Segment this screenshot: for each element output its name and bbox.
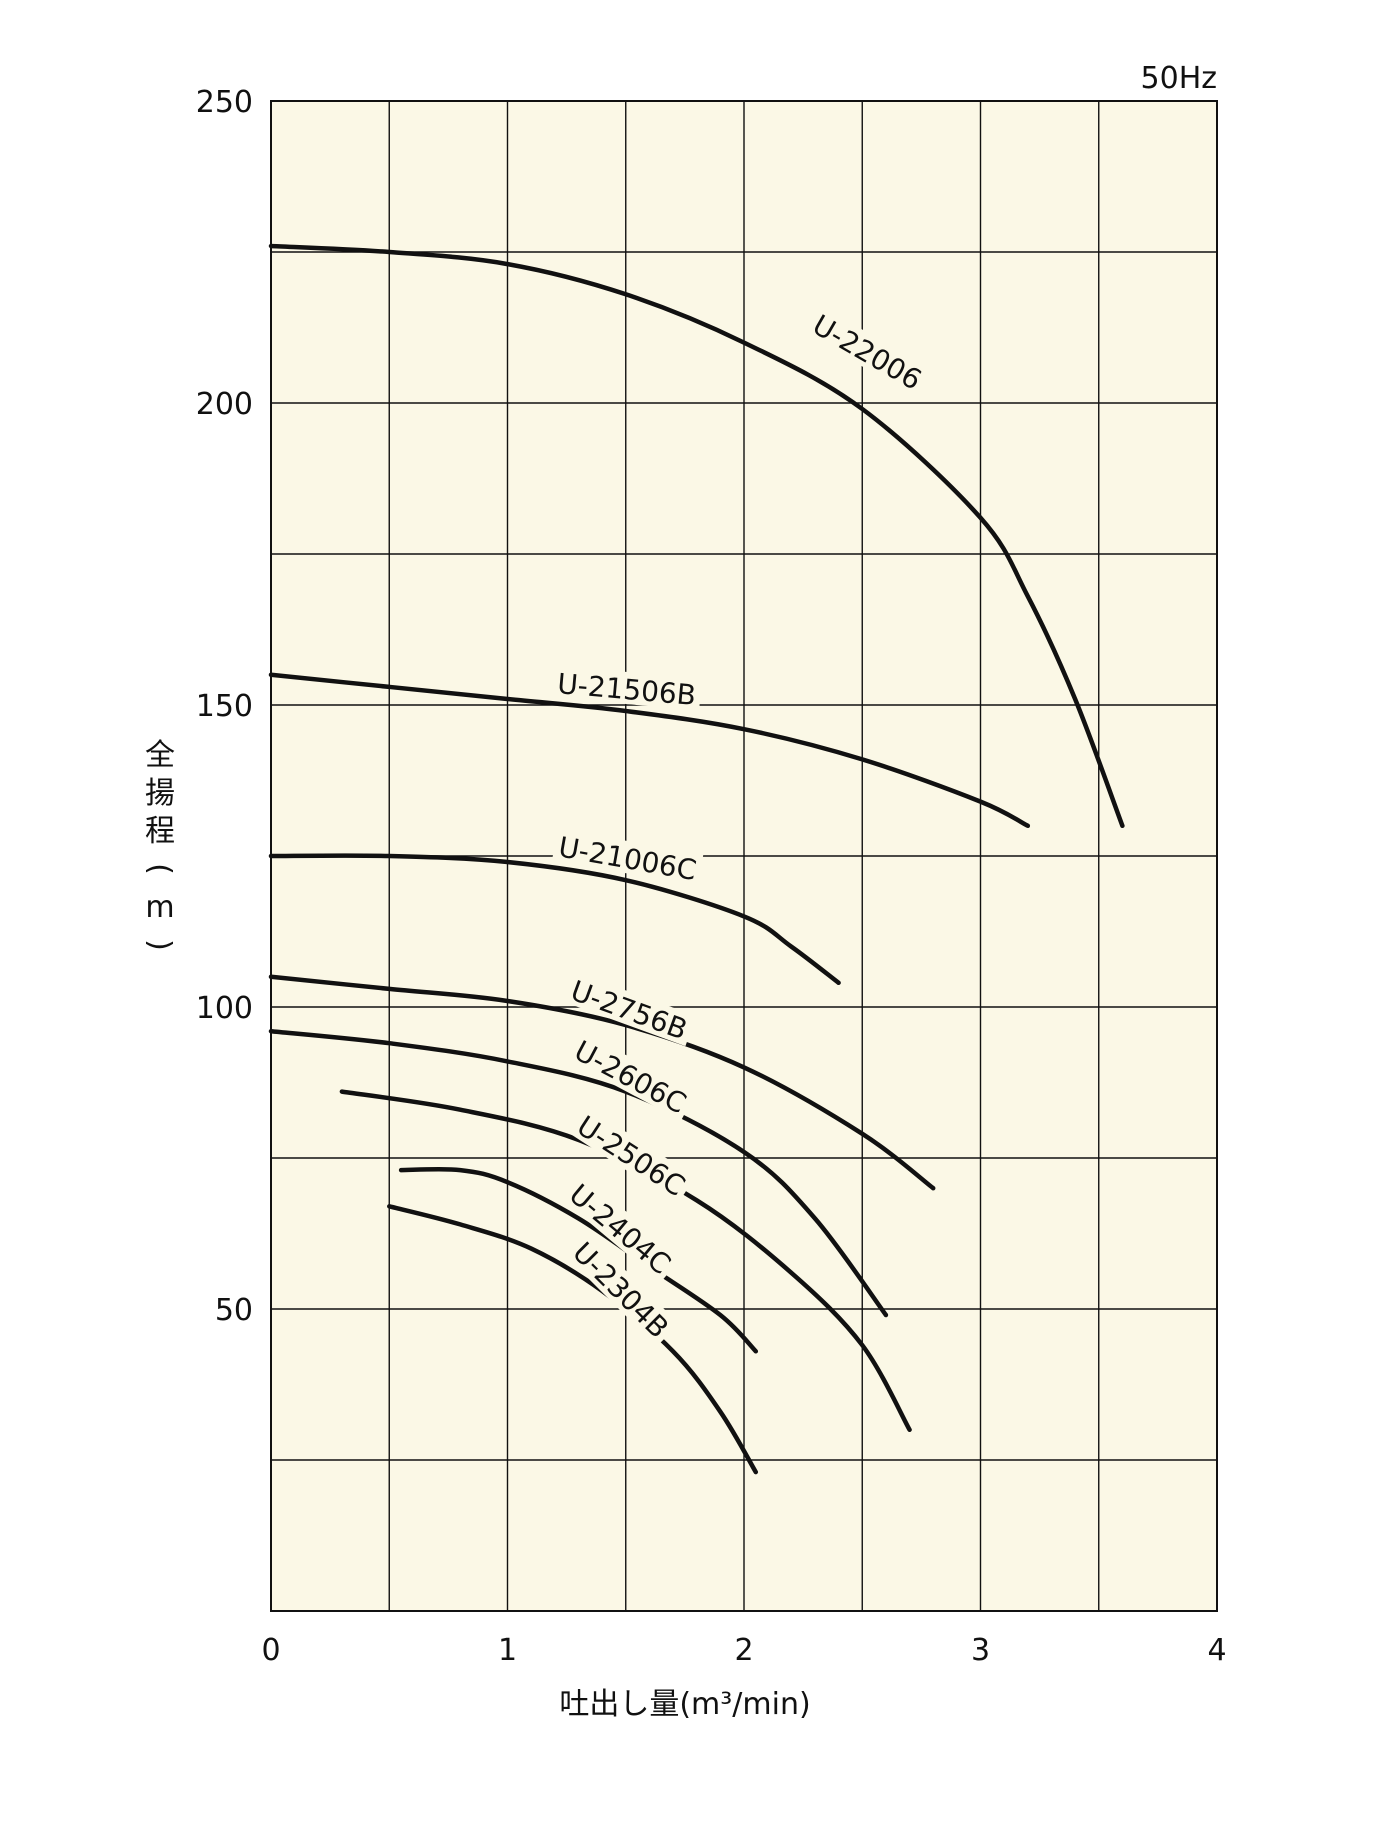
x-tick-label: 4 xyxy=(1207,1633,1226,1668)
curve-u-2756b xyxy=(268,974,936,1191)
curve-group xyxy=(268,243,1125,1475)
frequency-label: 50Hz xyxy=(1141,61,1217,96)
curve-label-background xyxy=(560,1173,682,1283)
curve-label-background xyxy=(564,1231,680,1347)
x-tick-labels: 0 1 2 3 4 xyxy=(261,1633,1226,1668)
y-tick-label: 100 xyxy=(196,991,253,1026)
y-axis-title-char: 程 xyxy=(145,814,175,849)
y-axis-title: 全揚程 ( m) xyxy=(142,738,177,951)
x-tick-label: 3 xyxy=(971,1633,990,1668)
curve-u-2506c xyxy=(339,1089,912,1433)
curve-u-2606c xyxy=(268,1028,889,1318)
x-tick-label: 2 xyxy=(734,1633,753,1668)
curve-label-background xyxy=(565,1031,697,1121)
curve-u-21006c xyxy=(268,853,841,986)
curve-u-2404c xyxy=(398,1166,759,1354)
curve-u-22006 xyxy=(268,243,1125,829)
curve-label-background xyxy=(562,971,697,1047)
plot-frame xyxy=(270,100,1218,1612)
y-tick-label: 50 xyxy=(215,1293,253,1328)
y-tick-labels: 50 100 150 200 250 xyxy=(196,85,253,1328)
y-tick-label: 200 xyxy=(196,387,253,422)
curve-label-background xyxy=(568,1105,696,1204)
curve-u-21506b xyxy=(268,672,1031,829)
curve-label-background xyxy=(551,665,702,711)
curve-label-background xyxy=(552,828,704,886)
y-tick-label: 250 xyxy=(196,85,253,120)
x-tick-label: 1 xyxy=(498,1633,517,1668)
y-axis-title-char: m xyxy=(145,890,174,925)
x-axis-title: 吐出し量(m³/min) xyxy=(559,1687,810,1722)
y-axis-title-char: 揚 xyxy=(145,776,175,811)
curve-label-background xyxy=(803,304,933,398)
x-tick-label: 0 xyxy=(261,1633,280,1668)
y-axis-title-char: ( xyxy=(142,863,177,875)
y-tick-label: 150 xyxy=(196,689,253,724)
y-axis-title-char: ) xyxy=(142,939,177,951)
y-axis-title-char: 全 xyxy=(145,738,175,773)
